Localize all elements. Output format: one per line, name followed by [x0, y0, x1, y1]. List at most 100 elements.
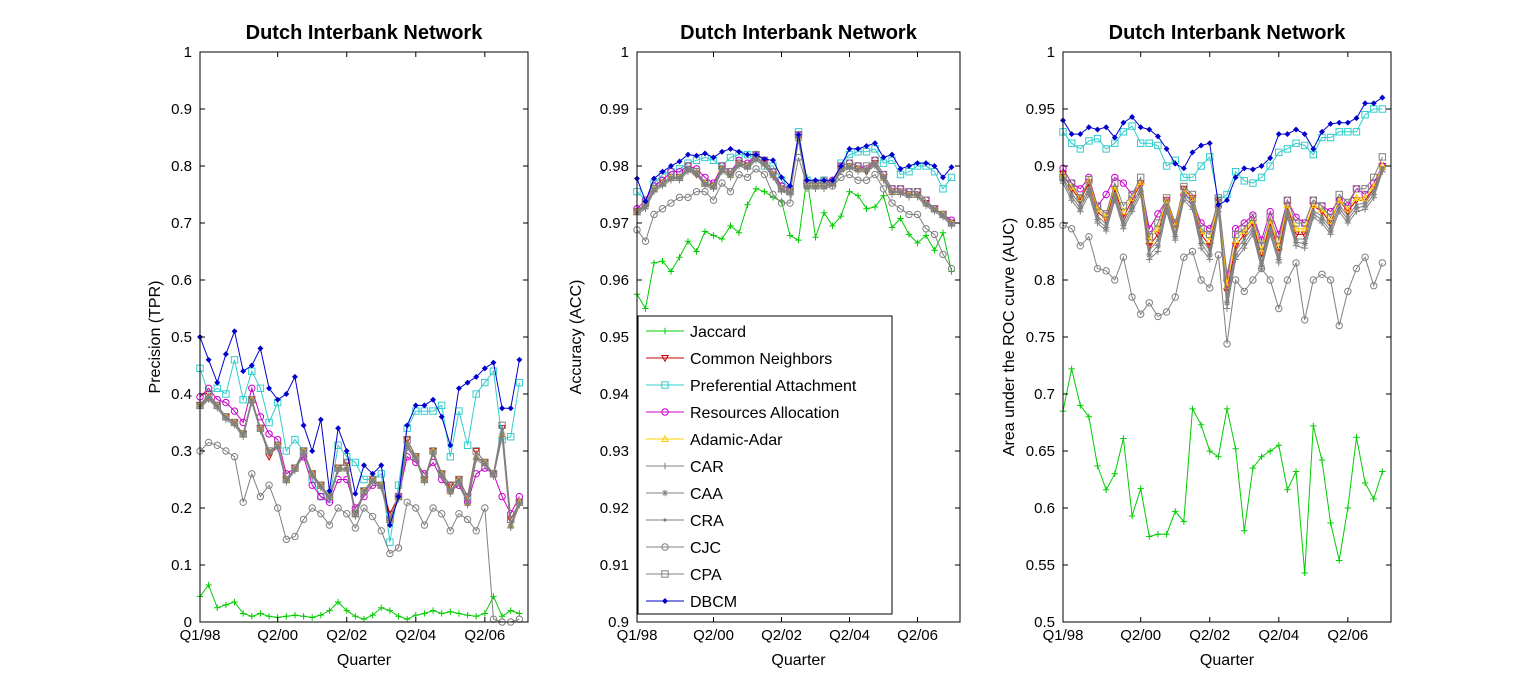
data-point	[352, 490, 359, 497]
data-point	[1275, 442, 1282, 449]
data-point	[1353, 434, 1360, 441]
data-point	[1094, 462, 1101, 470]
data-point	[1077, 131, 1084, 138]
data-point	[939, 185, 947, 193]
data-point	[1223, 305, 1231, 312]
data-point	[727, 145, 734, 152]
data-point	[1223, 405, 1231, 413]
data-point	[709, 196, 718, 204]
data-point	[1162, 195, 1171, 204]
data-point	[659, 257, 666, 265]
data-point	[222, 390, 230, 398]
data-point	[1380, 166, 1384, 170]
data-point	[1362, 100, 1369, 107]
data-point	[1094, 126, 1101, 133]
y-tick-label: 0.3	[171, 443, 192, 460]
data-point	[1361, 111, 1369, 119]
data-point	[343, 458, 351, 467]
data-point	[282, 447, 291, 455]
data-point	[1172, 160, 1179, 167]
data-point	[709, 182, 718, 190]
data-point	[378, 604, 385, 611]
data-point	[948, 164, 955, 171]
data-point	[1136, 310, 1145, 318]
data-point	[352, 613, 359, 620]
data-point	[1197, 276, 1205, 284]
data-point	[879, 185, 888, 193]
data-point	[1094, 216, 1101, 223]
data-point	[1310, 145, 1317, 152]
data-point	[1354, 203, 1359, 207]
data-point	[429, 504, 437, 512]
chart-title: Dutch Interbank Network	[680, 22, 918, 44]
data-point	[692, 187, 701, 196]
data-point	[446, 453, 455, 461]
data-point	[283, 391, 290, 397]
data-point	[1266, 207, 1274, 216]
data-point	[668, 163, 674, 169]
data-point	[769, 190, 777, 199]
data-point	[1111, 179, 1119, 187]
data-point	[1275, 304, 1283, 313]
data-point	[905, 231, 913, 238]
data-point	[1085, 175, 1093, 184]
data-point	[1223, 299, 1231, 306]
data-point	[257, 345, 264, 352]
y-tick-label: 0.91	[600, 557, 629, 574]
data-point	[880, 192, 887, 199]
data-point	[1232, 445, 1239, 452]
data-point	[1352, 264, 1361, 273]
data-point	[472, 447, 480, 455]
plot-area	[1063, 52, 1391, 622]
data-point	[1232, 174, 1239, 181]
series-cjc	[633, 153, 956, 273]
data-point	[1337, 203, 1341, 207]
data-point	[334, 464, 342, 472]
data-point	[786, 232, 794, 239]
data-point	[1137, 124, 1144, 131]
data-point	[871, 156, 879, 165]
data-point	[1266, 213, 1274, 222]
y-tick-label: 0.6	[171, 272, 192, 289]
data-point	[1258, 163, 1265, 169]
y-tick-label: 1	[1047, 44, 1055, 61]
data-point	[273, 441, 282, 450]
data-point	[213, 441, 221, 449]
data-point	[1318, 270, 1326, 278]
data-point	[896, 185, 905, 193]
y-tick-label: 1	[621, 44, 629, 61]
data-point	[650, 259, 658, 267]
data-point	[507, 515, 515, 524]
data-point	[1370, 173, 1378, 182]
data-point	[1327, 120, 1334, 127]
data-point	[214, 604, 221, 611]
data-point	[888, 185, 896, 193]
data-point	[1259, 260, 1264, 264]
data-point	[1180, 253, 1188, 261]
series-jaccard	[1059, 365, 1386, 577]
legend-marker	[661, 381, 669, 389]
data-point	[1128, 512, 1136, 520]
y-tick-label: 0.75	[1026, 329, 1055, 346]
data-point	[845, 170, 854, 179]
data-point	[658, 205, 667, 213]
data-point	[1283, 276, 1292, 284]
data-point	[1111, 134, 1118, 141]
data-point	[1162, 308, 1171, 316]
data-point	[1292, 219, 1300, 227]
data-point	[1189, 202, 1196, 210]
data-point	[1251, 225, 1255, 230]
data-point	[837, 173, 845, 182]
data-point	[265, 430, 273, 438]
data-point	[1231, 276, 1240, 284]
data-point	[204, 438, 213, 447]
data-point	[760, 170, 769, 179]
data-point	[361, 462, 367, 469]
data-point	[256, 384, 265, 393]
data-point	[308, 481, 316, 489]
y-tick-label: 0.9	[608, 614, 629, 631]
data-point	[1102, 224, 1110, 231]
chart-panel-1: 0 0.1 0.2 0.3 0.4 0.5 0.6 0.7 0.8 0.9 1 Q1/98 Q2/00 Q…	[147, 22, 529, 669]
x-tick-label: Q2/00	[693, 627, 734, 644]
x-tick-label: Q2/04	[395, 627, 436, 644]
